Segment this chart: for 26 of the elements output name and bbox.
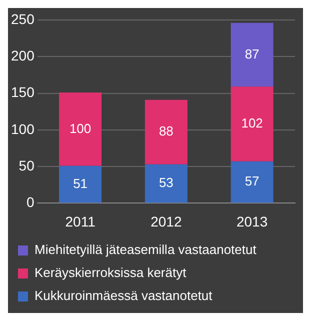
data-label: 88 [158, 124, 174, 139]
legend-label: Miehitetyillä jäteasemilla vastaanotetut [34, 242, 257, 258]
bar [59, 166, 102, 203]
bar [144, 100, 188, 164]
data-label: 87 [244, 46, 260, 62]
data-label: 57 [244, 174, 260, 189]
x-tick-label: 2011 [65, 213, 96, 230]
y-tick-label: 150 [11, 84, 35, 100]
y-tick-label: 50 [18, 157, 35, 174]
y-tick-label: 100 [11, 120, 35, 137]
data-label: 100 [69, 120, 92, 136]
y-tick-label: 250 [11, 10, 35, 27]
y-tick-label: 200 [11, 48, 35, 64]
x-tick-label: 2013 [236, 213, 268, 230]
bar [230, 161, 274, 203]
bar [230, 22, 274, 87]
data-label: 102 [241, 116, 263, 131]
bar [59, 92, 102, 166]
bar [230, 86, 274, 162]
data-label: 51 [73, 176, 88, 191]
x-tick-label: 2012 [150, 213, 182, 230]
legend-label: Keräyskierroksissa kerätyt [34, 265, 187, 280]
y-tick-label: 0 [26, 194, 35, 210]
data-label: 53 [158, 175, 174, 190]
bar [144, 164, 188, 203]
legend-label: Kukkuroinmäessä vastanotetut [34, 288, 213, 304]
